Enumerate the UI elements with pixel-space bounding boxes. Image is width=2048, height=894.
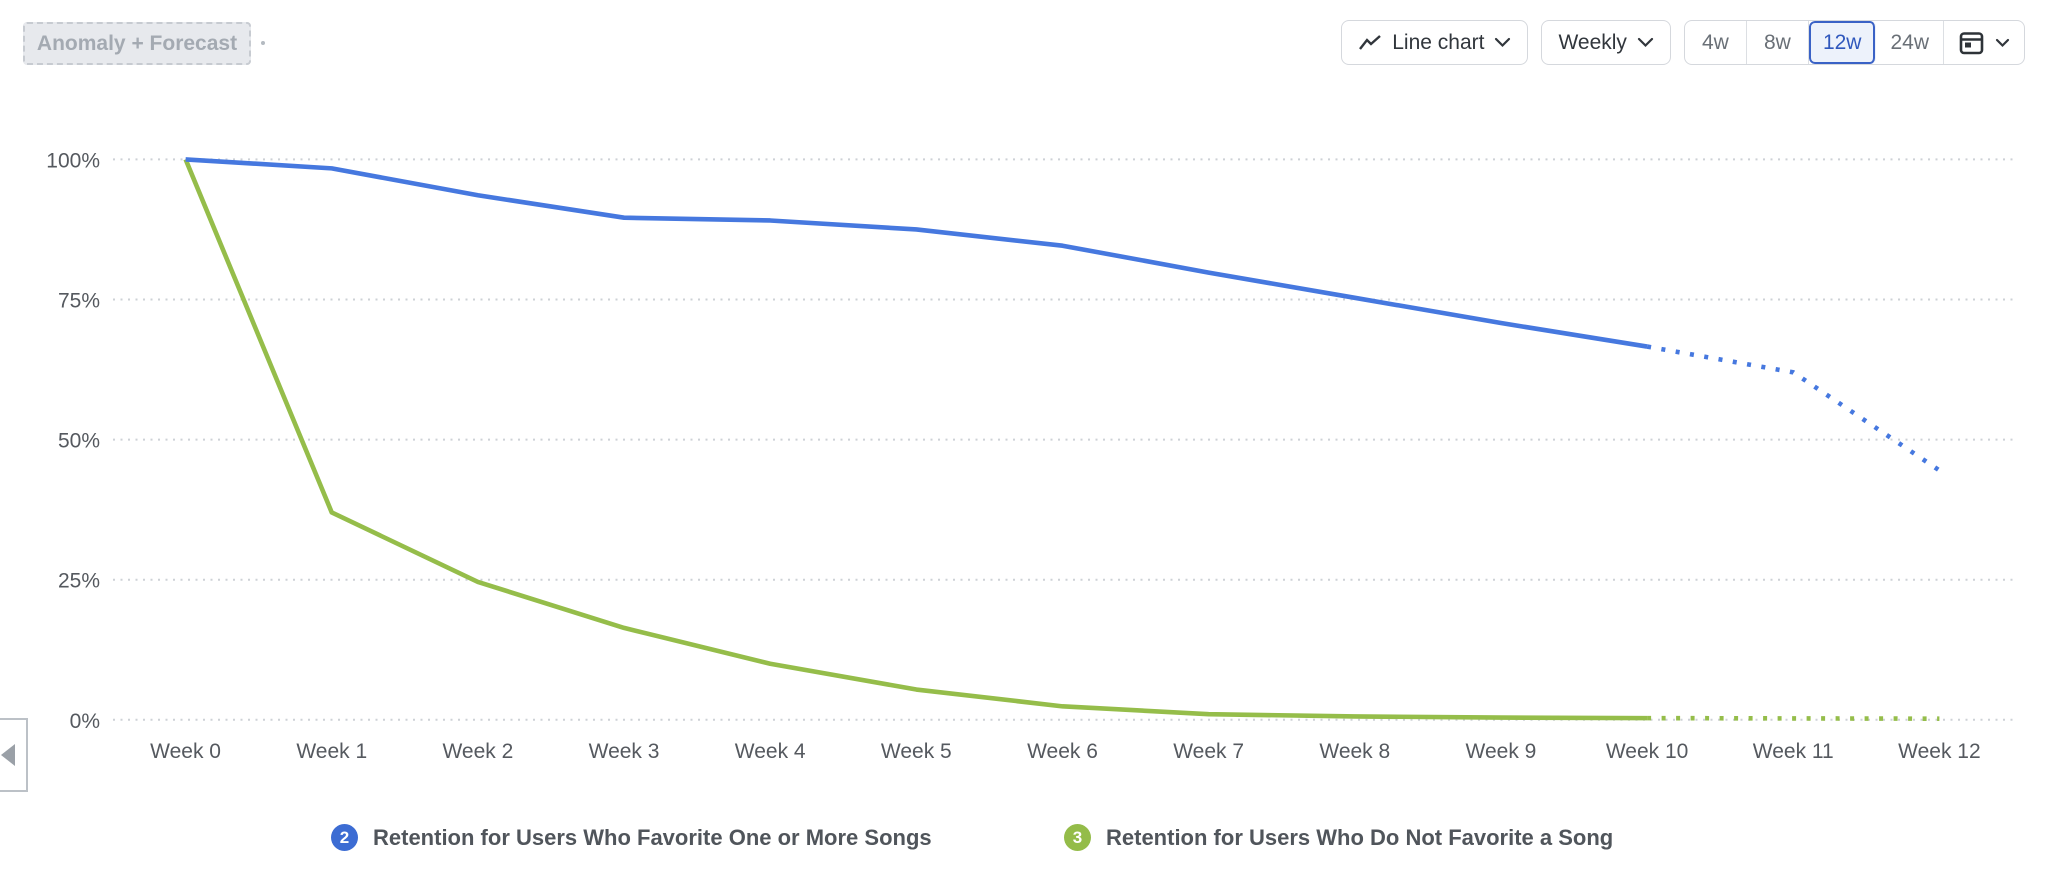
- svg-text:Week 9: Week 9: [1466, 740, 1537, 763]
- anomaly-forecast-button[interactable]: Anomaly + Forecast: [23, 22, 251, 65]
- legend-item-not-favorite[interactable]: 3 Retention for Users Who Do Not Favorit…: [1064, 824, 1613, 851]
- range-24w-button[interactable]: 24w: [1876, 21, 1944, 64]
- legend-label: Retention for Users Who Favorite One or …: [373, 824, 932, 850]
- svg-text:Week 6: Week 6: [1027, 740, 1098, 763]
- separator-dot: [261, 41, 265, 45]
- series-badge: 3: [1064, 824, 1091, 851]
- chevron-down-icon: [1637, 37, 1654, 48]
- svg-text:Week 10: Week 10: [1606, 740, 1689, 763]
- chart-type-dropdown[interactable]: Line chart: [1341, 20, 1529, 65]
- svg-text:25%: 25%: [58, 570, 100, 593]
- svg-text:Week 4: Week 4: [735, 740, 806, 763]
- svg-text:Week 12: Week 12: [1898, 740, 1981, 763]
- chevron-down-icon: [1494, 37, 1511, 48]
- svg-text:Week 0: Week 0: [150, 740, 221, 763]
- chart-type-label: Line chart: [1392, 30, 1485, 54]
- line-zigzag-icon: [1358, 33, 1382, 53]
- granularity-label: Weekly: [1558, 30, 1627, 54]
- range-12w-button[interactable]: 12w: [1808, 21, 1877, 64]
- date-picker-button[interactable]: [1944, 21, 2024, 64]
- svg-text:Week 8: Week 8: [1319, 740, 1390, 763]
- granularity-dropdown[interactable]: Weekly: [1541, 20, 1671, 65]
- svg-text:100%: 100%: [46, 149, 100, 172]
- collapse-panel-button[interactable]: [0, 718, 28, 792]
- legend-label: Retention for Users Who Do Not Favorite …: [1106, 824, 1614, 850]
- svg-text:Week 5: Week 5: [881, 740, 952, 763]
- chevron-down-icon: [1995, 38, 2010, 48]
- chart-controls: Line chart Weekly 4w 8w 12w 24w: [1341, 20, 2025, 65]
- svg-text:0%: 0%: [70, 710, 100, 733]
- legend-item-favorite[interactable]: 2 Retention for Users Who Favorite One o…: [331, 824, 932, 851]
- left-triangle-icon: [1, 744, 15, 766]
- svg-text:Week 7: Week 7: [1173, 740, 1244, 763]
- svg-text:50%: 50%: [58, 430, 100, 453]
- svg-text:75%: 75%: [58, 290, 100, 313]
- svg-text:Week 11: Week 11: [1753, 740, 1834, 763]
- svg-text:Week 2: Week 2: [442, 740, 513, 763]
- range-4w-button[interactable]: 4w: [1685, 21, 1747, 64]
- date-range-segmented-control: 4w 8w 12w 24w: [1683, 20, 2025, 65]
- calendar-icon: [1958, 29, 1985, 56]
- svg-text:Week 3: Week 3: [589, 740, 660, 763]
- series-badge: 2: [331, 824, 358, 851]
- range-8w-button[interactable]: 8w: [1747, 21, 1809, 64]
- svg-text:Week 1: Week 1: [296, 740, 367, 763]
